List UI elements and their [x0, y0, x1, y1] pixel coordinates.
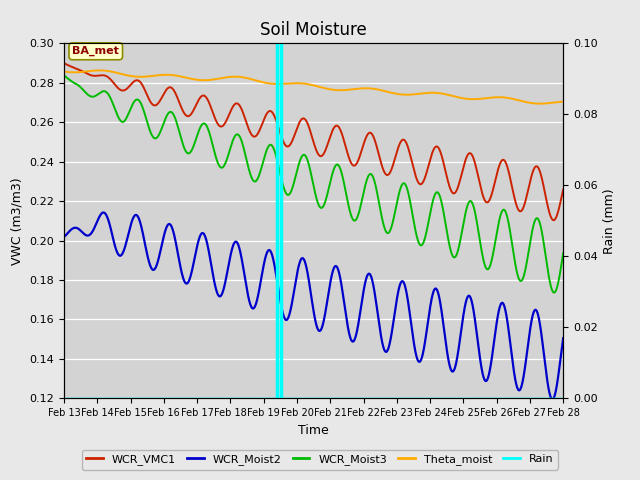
- Y-axis label: VWC (m3/m3): VWC (m3/m3): [11, 177, 24, 264]
- Legend: WCR_VMC1, WCR_Moist2, WCR_Moist3, Theta_moist, Rain: WCR_VMC1, WCR_Moist2, WCR_Moist3, Theta_…: [82, 450, 558, 469]
- Text: BA_met: BA_met: [72, 46, 119, 57]
- Y-axis label: Rain (mm): Rain (mm): [604, 188, 616, 253]
- X-axis label: Time: Time: [298, 424, 329, 437]
- Title: Soil Moisture: Soil Moisture: [260, 21, 367, 39]
